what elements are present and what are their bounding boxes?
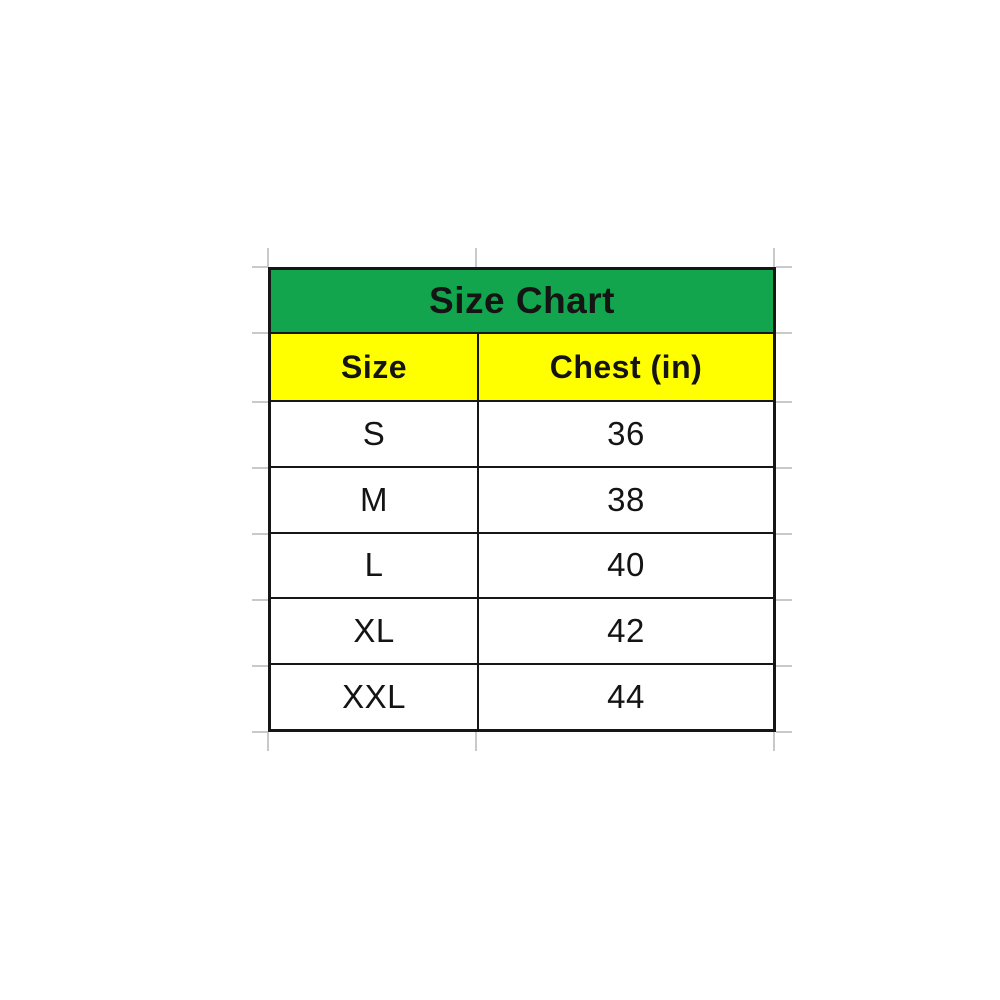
size-value: XXL [342,678,406,716]
table-cell-chest: 44 [479,665,773,729]
gridline-tick [252,665,268,667]
table-cell-chest: 40 [479,533,773,598]
chest-value: 44 [607,678,645,716]
table-cell-chest: 42 [479,599,773,664]
gridline-tick [776,533,792,535]
column-header-chest: Chest (in) [479,334,773,400]
table-title: Size Chart [429,280,615,321]
gridline-tick [776,401,792,403]
gridline-tick [776,467,792,469]
table-cell-chest: 38 [479,467,773,532]
table-title-cell: Size Chart [271,270,773,332]
gridline-tick [252,401,268,403]
gridline-tick [252,467,268,469]
gridline-tick [267,732,269,751]
gridline-tick [776,731,792,733]
gridline-tick [475,248,477,267]
size-value: M [360,480,388,518]
table-cell-chest: 36 [479,402,773,466]
gridline-tick [776,332,792,334]
table-cell-size: M [271,467,477,532]
size-value: XL [353,612,395,650]
gridline-tick [773,248,775,267]
size-value: S [362,414,386,452]
gridline-tick [776,599,792,601]
column-header-size-label: Size [340,348,408,385]
gridline-tick [267,248,269,267]
table-cell-size: L [271,533,477,598]
gridline-tick [252,266,268,268]
gridline-tick [475,732,477,751]
table-cell-size: XL [271,599,477,664]
size-chart-table: Size Chart Size Chest (in) S 36 M 38 L 4… [268,267,776,732]
gridline-tick [773,732,775,751]
gridline-tick [252,731,268,733]
table-cell-size: S [271,402,477,466]
chest-value: 42 [607,612,645,650]
column-header-chest-label: Chest (in) [549,348,703,385]
gridline-tick [252,599,268,601]
column-header-size: Size [271,334,477,400]
gridline-tick [252,332,268,334]
chest-value: 40 [607,546,645,584]
gridline-tick [252,533,268,535]
chest-value: 36 [607,414,645,452]
size-value: L [364,546,384,584]
table-cell-size: XXL [271,665,477,729]
chest-value: 38 [607,480,645,518]
gridline-tick [776,266,792,268]
gridline-tick [776,665,792,667]
